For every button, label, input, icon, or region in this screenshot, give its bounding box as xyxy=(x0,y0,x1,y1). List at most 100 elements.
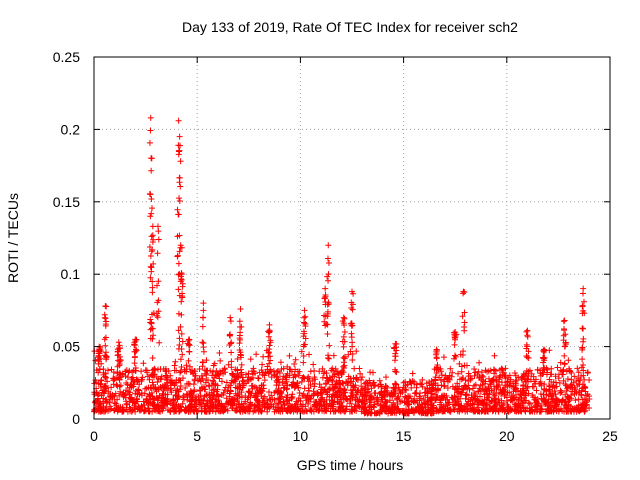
data-point xyxy=(176,248,183,255)
data-point xyxy=(562,391,569,398)
data-point xyxy=(355,398,362,405)
data-point xyxy=(116,383,123,390)
data-point xyxy=(433,354,440,361)
data-point xyxy=(446,376,453,383)
data-point xyxy=(321,405,328,412)
data-point xyxy=(358,399,365,406)
data-point xyxy=(261,404,268,411)
data-point xyxy=(274,379,281,386)
data-point xyxy=(345,351,352,358)
data-point xyxy=(455,370,462,377)
data-point xyxy=(257,387,264,394)
data-point xyxy=(111,376,118,383)
data-point xyxy=(275,400,282,407)
data-point xyxy=(228,377,235,384)
data-point xyxy=(382,398,389,405)
data-point xyxy=(295,384,302,391)
data-point xyxy=(129,374,136,381)
data-point xyxy=(267,396,274,403)
data-point xyxy=(247,356,254,363)
data-point xyxy=(311,403,318,410)
data-point xyxy=(480,378,487,385)
data-point xyxy=(552,373,559,380)
data-point xyxy=(399,389,406,396)
data-point xyxy=(459,351,466,358)
data-point xyxy=(181,407,188,414)
data-point xyxy=(498,379,505,386)
data-point xyxy=(359,393,366,400)
data-point xyxy=(377,402,384,409)
data-point xyxy=(507,376,514,383)
data-point xyxy=(117,371,124,378)
data-point xyxy=(136,381,143,388)
data-point xyxy=(357,370,364,377)
data-point xyxy=(525,348,532,355)
data-point xyxy=(159,390,166,397)
data-point xyxy=(471,408,478,415)
data-point xyxy=(524,354,531,361)
data-point xyxy=(530,373,537,380)
data-point xyxy=(200,307,207,314)
data-point xyxy=(199,358,206,365)
data-point xyxy=(254,397,261,404)
data-point xyxy=(149,371,156,378)
data-point xyxy=(207,404,214,411)
data-point xyxy=(226,341,233,348)
data-point xyxy=(462,395,469,402)
peak-point xyxy=(148,155,155,162)
data-point xyxy=(239,374,246,381)
data-point xyxy=(488,398,495,405)
data-point xyxy=(428,390,435,397)
data-point xyxy=(148,264,155,271)
y-axis-label: ROTI / TECUs xyxy=(5,193,21,283)
data-point xyxy=(529,392,536,399)
data-point xyxy=(144,397,151,404)
y-tick-label: 0.25 xyxy=(53,49,80,65)
data-point xyxy=(229,370,236,377)
data-point xyxy=(157,375,164,382)
peak-point xyxy=(147,114,154,121)
data-point xyxy=(498,365,505,372)
data-point xyxy=(456,360,463,367)
data-point xyxy=(283,385,290,392)
data-point xyxy=(432,376,439,383)
data-point xyxy=(317,398,324,405)
data-point xyxy=(203,367,210,374)
data-point xyxy=(293,398,300,405)
data-point xyxy=(410,398,417,405)
data-point xyxy=(386,397,393,404)
data-point xyxy=(545,392,552,399)
data-point xyxy=(196,366,203,373)
peak-point xyxy=(452,329,459,336)
data-point xyxy=(581,401,588,408)
data-point xyxy=(100,403,107,410)
data-point xyxy=(324,273,331,280)
data-point xyxy=(246,389,253,396)
data-point xyxy=(314,389,321,396)
data-point xyxy=(296,390,303,397)
data-point xyxy=(191,388,198,395)
data-point xyxy=(340,363,347,370)
data-point xyxy=(149,246,156,253)
data-point xyxy=(466,386,473,393)
data-point xyxy=(564,406,571,413)
data-point xyxy=(160,405,167,412)
data-point xyxy=(135,387,142,394)
data-point xyxy=(410,397,417,404)
data-point xyxy=(330,387,337,394)
data-point xyxy=(325,277,332,284)
peak-point xyxy=(322,285,329,292)
data-point xyxy=(163,374,170,381)
data-point xyxy=(523,367,530,374)
data-point xyxy=(257,387,264,394)
data-point xyxy=(267,368,274,375)
data-point xyxy=(467,376,474,383)
data-point xyxy=(259,361,266,368)
data-point xyxy=(173,391,180,398)
data-point xyxy=(148,210,155,217)
data-point xyxy=(182,384,189,391)
data-point xyxy=(440,407,447,414)
data-point xyxy=(460,386,467,393)
data-point xyxy=(486,405,493,412)
